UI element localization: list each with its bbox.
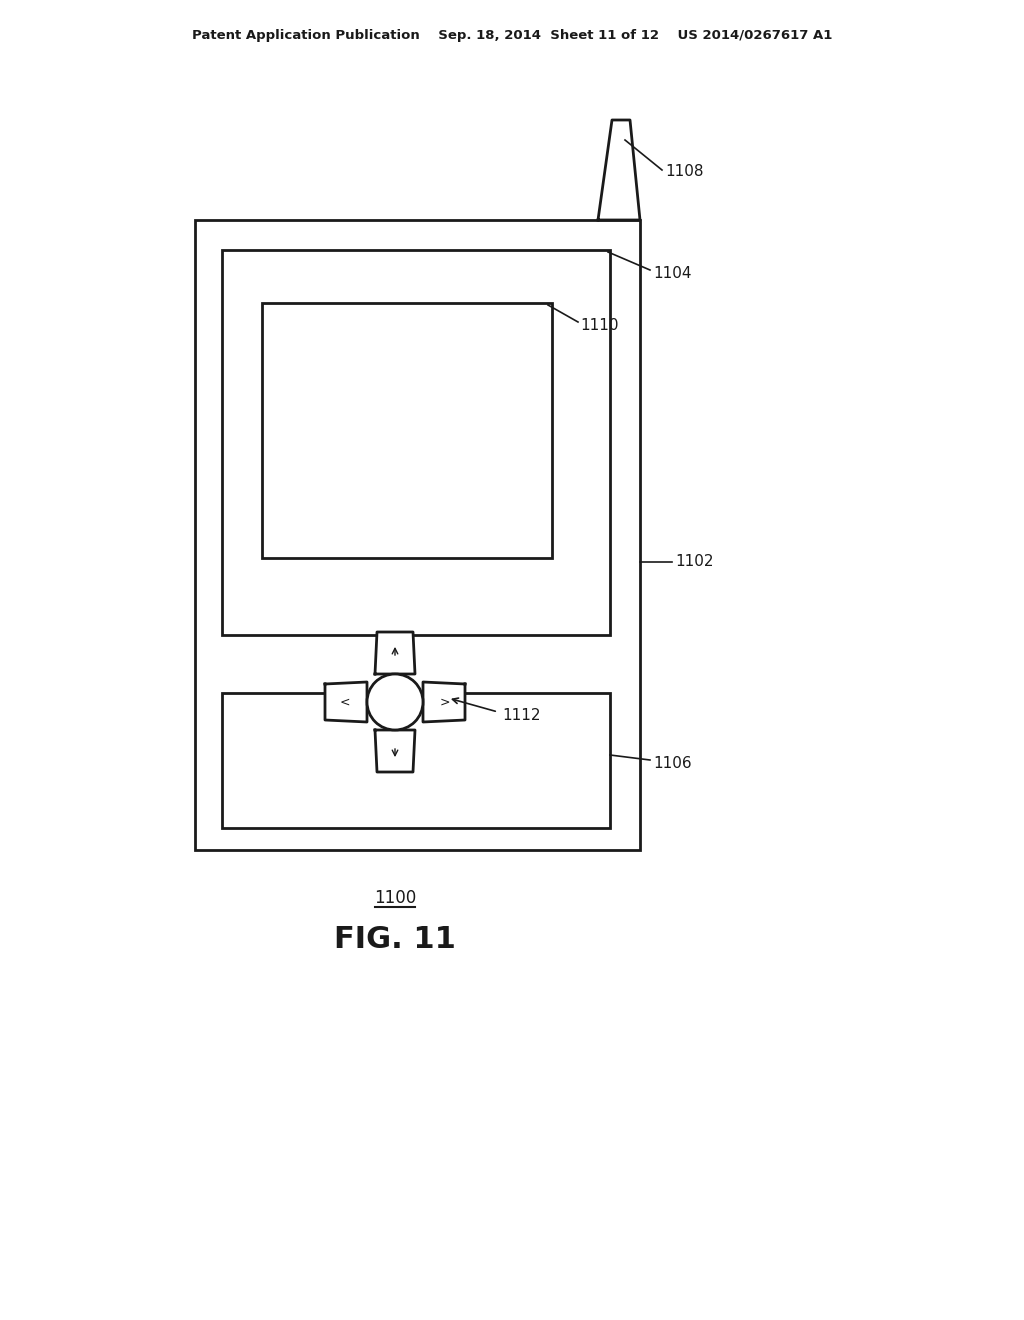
Text: <: < [340, 696, 350, 709]
Bar [222, 693, 610, 828]
Text: 1104: 1104 [653, 265, 691, 281]
Polygon shape [375, 730, 415, 772]
Polygon shape [598, 120, 640, 220]
Polygon shape [423, 682, 465, 722]
Text: Patent Application Publication    Sep. 18, 2014  Sheet 11 of 12    US 2014/02676: Patent Application Publication Sep. 18, … [191, 29, 833, 41]
Polygon shape [375, 632, 415, 675]
Text: FIG. 11: FIG. 11 [334, 925, 456, 954]
Polygon shape [325, 682, 367, 722]
Text: 1110: 1110 [580, 318, 618, 333]
Text: 1100: 1100 [374, 888, 416, 907]
Text: >: > [439, 696, 451, 709]
Text: 1106: 1106 [653, 755, 691, 771]
Bar [222, 249, 610, 635]
Bar [195, 220, 640, 850]
Text: 1102: 1102 [675, 554, 714, 569]
Text: 1108: 1108 [665, 165, 703, 180]
Text: 1112: 1112 [502, 708, 541, 722]
Bar [262, 304, 552, 558]
Circle shape [367, 675, 423, 730]
